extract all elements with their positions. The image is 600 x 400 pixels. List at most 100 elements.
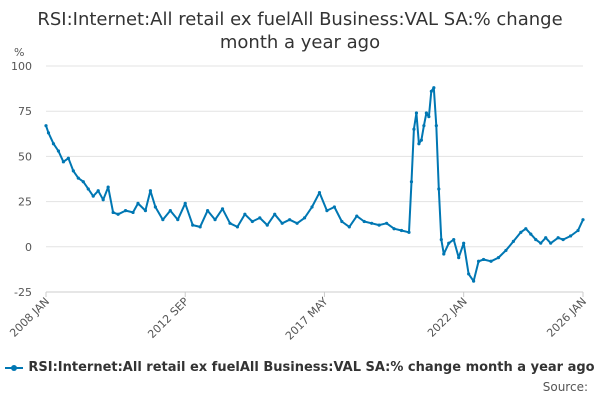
data-point — [377, 223, 381, 227]
data-point — [489, 259, 493, 263]
data-point — [101, 198, 105, 202]
data-point — [235, 225, 240, 229]
data-point — [265, 223, 269, 227]
data-point — [153, 205, 157, 209]
data-point — [66, 156, 70, 160]
data-point — [362, 219, 366, 224]
data-point — [504, 248, 508, 253]
data-point — [576, 228, 580, 233]
data-point — [280, 221, 284, 225]
data-point — [76, 176, 80, 180]
data-point — [81, 180, 85, 184]
data-point — [392, 227, 396, 231]
data-point — [534, 237, 538, 242]
data-point — [243, 212, 247, 216]
data-point — [399, 228, 404, 233]
data-point — [213, 218, 217, 222]
data-point — [228, 221, 232, 225]
series-line — [45, 86, 584, 283]
data-point — [472, 279, 476, 283]
data-point — [116, 212, 120, 216]
source-label: Source: — [542, 380, 588, 394]
data-point — [434, 124, 438, 128]
data-point — [476, 259, 481, 263]
data-point — [131, 210, 135, 215]
data-point — [384, 221, 389, 225]
x-tick-label: 2022 JAN — [425, 295, 470, 340]
data-point — [136, 201, 140, 206]
data-point — [51, 142, 56, 146]
data-point — [429, 89, 433, 93]
data-point — [409, 180, 414, 184]
data-point — [539, 241, 543, 245]
data-point — [556, 236, 560, 240]
data-point — [91, 194, 95, 198]
data-point — [417, 142, 421, 146]
chart-legend[interactable]: RSI:Internet:All retail ex fuelAll Busin… — [0, 360, 600, 375]
y-tick-label: 100 — [11, 60, 32, 73]
data-point — [407, 230, 411, 234]
data-point — [123, 209, 128, 213]
data-point — [496, 256, 501, 260]
data-point — [511, 239, 515, 243]
data-point — [462, 241, 466, 245]
data-point — [432, 86, 436, 90]
data-point — [568, 234, 573, 238]
data-point — [46, 131, 51, 135]
data-point — [273, 212, 277, 216]
legend-line-icon — [5, 363, 24, 373]
data-point — [143, 209, 148, 213]
legend-label: RSI:Internet:All retail ex fuelAll Busin… — [28, 360, 595, 375]
x-tick-label: 2008 JAN — [7, 295, 52, 340]
data-point — [86, 187, 90, 191]
y-axis-label: % — [14, 46, 24, 59]
data-point — [581, 218, 585, 222]
data-point — [96, 189, 100, 193]
x-tick-label: 2017 MAY — [283, 295, 331, 343]
data-point — [71, 169, 75, 173]
data-point — [412, 127, 416, 131]
data-point — [424, 111, 428, 115]
data-point — [106, 185, 110, 189]
data-point — [439, 237, 443, 242]
data-point — [111, 210, 115, 215]
data-point — [288, 218, 292, 222]
data-point — [56, 149, 61, 153]
data-point — [419, 138, 424, 142]
data-point — [205, 209, 210, 213]
data-point — [347, 225, 351, 229]
data-point — [332, 205, 336, 209]
data-point — [191, 223, 195, 227]
data-point — [310, 205, 314, 209]
data-point — [427, 115, 431, 119]
data-point — [544, 236, 548, 240]
y-tick-label: -25 — [14, 286, 32, 299]
data-point — [183, 201, 187, 206]
y-tick-label: 75 — [18, 105, 32, 118]
data-point — [258, 216, 262, 220]
y-tick-label: 25 — [18, 196, 32, 209]
x-tick-label: 2026 JAN — [544, 295, 589, 340]
data-point — [481, 257, 486, 262]
data-point — [61, 160, 66, 164]
x-tick-label: 2012 SEP — [145, 295, 191, 341]
chart-title: RSI:Internet:All retail ex fuelAll Busin… — [37, 9, 563, 53]
data-point — [442, 252, 446, 256]
data-point — [295, 221, 299, 225]
data-point — [452, 237, 456, 242]
data-point — [250, 219, 254, 224]
data-point — [524, 227, 528, 231]
data-point — [317, 190, 322, 195]
data-point — [198, 225, 202, 229]
data-point — [549, 241, 553, 245]
data-point — [340, 219, 344, 224]
data-point — [302, 216, 307, 220]
data-point — [168, 209, 172, 213]
data-point — [355, 214, 359, 218]
y-tick-label: 0 — [25, 241, 32, 254]
data-point — [148, 189, 153, 193]
data-point — [414, 111, 419, 115]
data-point — [220, 207, 225, 211]
